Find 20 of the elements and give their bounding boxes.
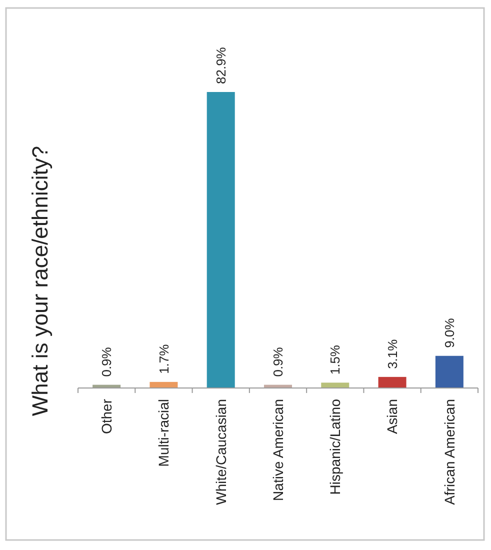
x-tick-label: White/Caucasian xyxy=(212,399,229,505)
data-label: 1.7% xyxy=(156,344,172,374)
bar xyxy=(321,382,350,388)
data-label: 0.9% xyxy=(99,346,114,377)
data-label: 3.1% xyxy=(384,338,400,369)
x-tick-label: Multi-racial xyxy=(156,399,172,467)
bar xyxy=(378,376,406,388)
bar xyxy=(150,382,178,388)
bar xyxy=(206,92,235,388)
bar xyxy=(435,356,464,388)
x-tick-label: Native American xyxy=(270,399,286,501)
text: What is your race/ethnicity? xyxy=(28,146,53,416)
x-tick-label: African American xyxy=(441,399,458,505)
x-tick-label: Hispanic/Latino xyxy=(327,398,344,495)
x-tick-label: Asian xyxy=(384,399,400,434)
data-label: 9.0% xyxy=(442,318,457,348)
x-tick-label: Other xyxy=(98,398,114,434)
data-label: 82.9% xyxy=(213,46,228,84)
data-label: 1.5% xyxy=(328,344,343,375)
data-label: 0.9% xyxy=(270,346,286,377)
